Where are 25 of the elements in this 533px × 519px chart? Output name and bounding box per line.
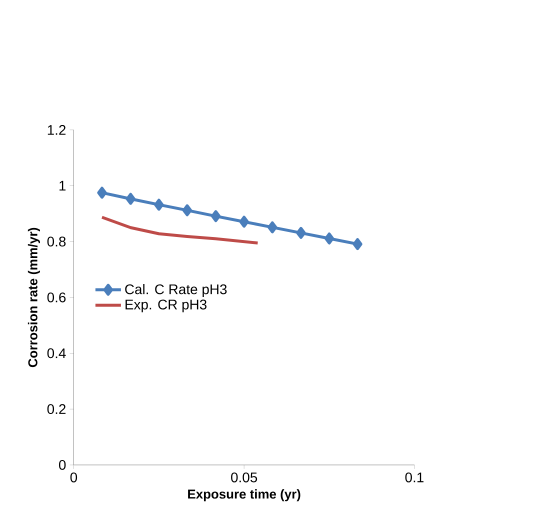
point — [126, 192, 136, 205]
line-series — [100, 216, 260, 245]
y-tick-label: 0.2 — [47, 404, 66, 414]
y-tick-label: 1.2 — [48, 125, 66, 135]
x-tick-label: 0.1 — [405, 472, 424, 482]
y-tick-label: 0.6 — [47, 292, 66, 302]
point — [352, 238, 362, 250]
y-tick-label: 0.4 — [47, 348, 66, 358]
point — [182, 204, 192, 216]
point — [239, 216, 249, 228]
y-axis-title: Corrosion rate (mm/yr) — [28, 228, 40, 368]
x-tick-label: 0 — [70, 472, 78, 482]
point — [210, 210, 221, 222]
y-tick-label: 0.8 — [47, 236, 66, 247]
point — [324, 232, 334, 245]
legend-label: Exp. CR pH3 — [126, 300, 207, 312]
point — [154, 198, 164, 211]
point — [97, 186, 107, 199]
point — [268, 221, 278, 234]
legend-label: Cal. C Rate pH3 — [125, 284, 227, 298]
y-tick-label: 1 — [60, 181, 66, 191]
y-tick-label: 0 — [59, 460, 66, 470]
x-tick-label: 0.05 — [231, 472, 258, 482]
x-axis-title: Exposure time (yr) — [188, 489, 300, 502]
point — [296, 227, 306, 239]
